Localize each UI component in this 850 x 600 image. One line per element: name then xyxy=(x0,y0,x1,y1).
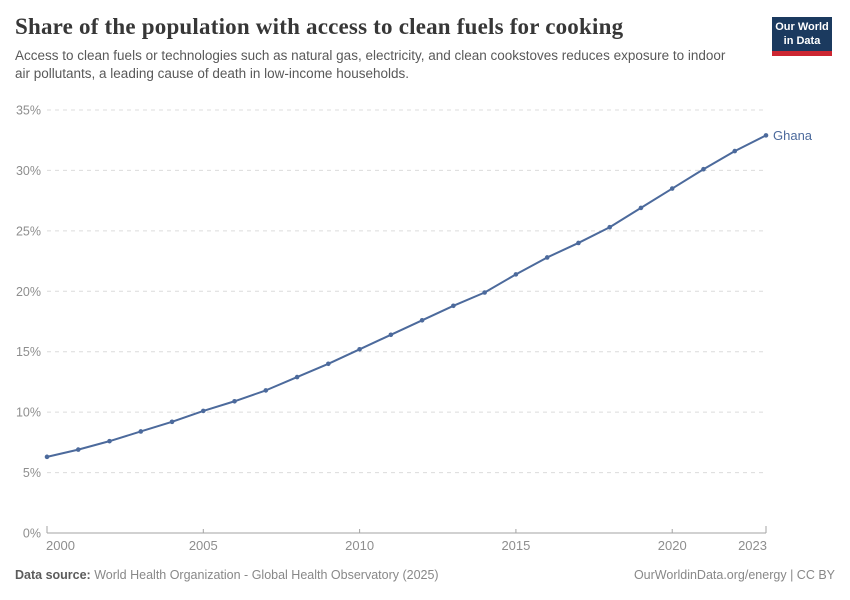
x-tick-label: 2000 xyxy=(46,538,75,553)
x-tick-label: 2023 xyxy=(738,538,767,553)
y-tick-label: 10% xyxy=(16,406,41,420)
data-point[interactable] xyxy=(482,290,487,295)
data-point[interactable] xyxy=(232,398,237,404)
y-tick-label: 5% xyxy=(23,466,41,480)
x-tick-label: 2015 xyxy=(501,538,530,553)
credit-line: OurWorldinData.org/energy | CC BY xyxy=(634,568,835,582)
owid-logo: Our World in Data xyxy=(772,17,832,56)
y-tick-label: 25% xyxy=(16,224,41,238)
data-point[interactable] xyxy=(451,303,456,309)
data-point[interactable] xyxy=(607,224,612,230)
data-point[interactable] xyxy=(138,429,144,434)
data-point[interactable] xyxy=(201,408,206,414)
x-tick-label: 2010 xyxy=(345,538,374,553)
chart-footer: Data source: World Health Organization -… xyxy=(15,568,835,582)
series-line-ghana[interactable] xyxy=(46,134,767,458)
data-point[interactable] xyxy=(544,255,550,260)
y-tick-label: 0% xyxy=(23,527,41,541)
chart-header: Share of the population with access to c… xyxy=(0,0,850,83)
data-point[interactable] xyxy=(169,419,175,425)
owid-logo-line2: in Data xyxy=(783,34,821,47)
data-point[interactable] xyxy=(513,272,519,277)
data-point[interactable] xyxy=(669,186,675,191)
owid-url-link[interactable]: OurWorldinData.org/energy xyxy=(633,568,787,582)
data-point[interactable] xyxy=(732,148,738,154)
y-tick-label: 20% xyxy=(16,285,41,299)
data-source: Data source: World Health Organization -… xyxy=(15,568,439,582)
y-tick-label: 30% xyxy=(16,164,41,178)
chart-subtitle: Access to clean fuels or technologies su… xyxy=(15,48,726,81)
owid-logo-line1: Our World xyxy=(775,21,829,33)
data-point[interactable] xyxy=(75,447,81,452)
data-point[interactable] xyxy=(107,438,112,444)
license-label: CC BY xyxy=(796,568,835,582)
y-tick-label: 15% xyxy=(16,345,41,359)
data-point[interactable] xyxy=(388,332,394,338)
data-point[interactable] xyxy=(763,133,769,138)
data-source-value: World Health Organization - Global Healt… xyxy=(94,568,439,582)
entity-label-ghana[interactable]: Ghana xyxy=(773,128,813,143)
credit-divider: | xyxy=(790,568,794,582)
data-source-label: Data source: xyxy=(15,568,91,582)
data-point[interactable] xyxy=(419,317,425,323)
x-tick-label: 2005 xyxy=(189,538,218,553)
y-tick-label: 35% xyxy=(16,104,41,118)
data-point[interactable] xyxy=(701,166,706,172)
data-point[interactable] xyxy=(357,346,362,352)
data-point[interactable] xyxy=(263,388,269,393)
data-point[interactable] xyxy=(44,454,50,460)
data-point[interactable] xyxy=(576,240,581,246)
x-tick-label: 2020 xyxy=(658,538,687,553)
data-point[interactable] xyxy=(294,374,300,380)
data-point[interactable] xyxy=(326,361,331,367)
page-title: Share of the population with access to c… xyxy=(15,14,624,39)
data-point[interactable] xyxy=(638,205,644,211)
